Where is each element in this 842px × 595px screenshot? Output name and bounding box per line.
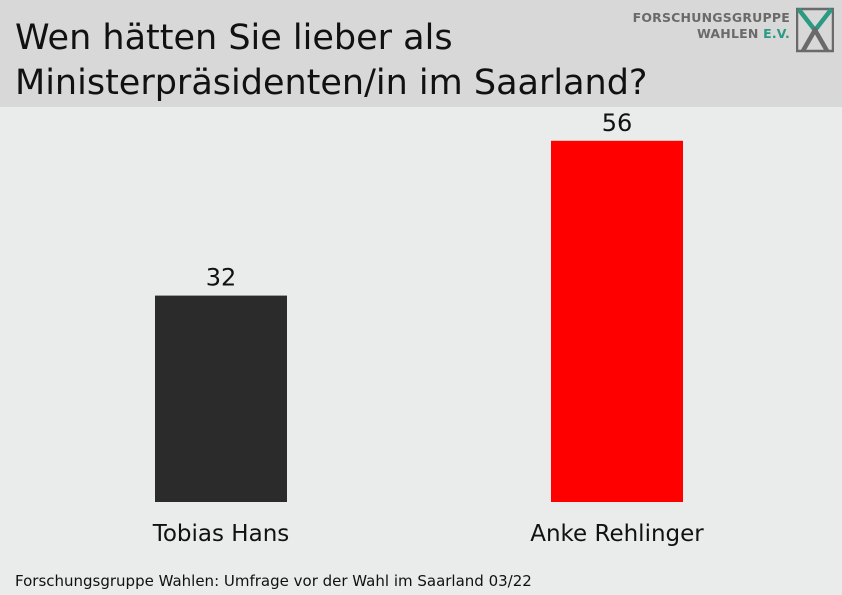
logo-line-2-suffix: E.V. — [763, 26, 790, 41]
logo-line-2-main: WAHLEN — [697, 26, 764, 41]
category-label-0: Tobias Hans — [152, 521, 290, 547]
data-label-1: 56 — [602, 109, 633, 137]
logo-line-2: WAHLEN E.V. — [633, 26, 790, 42]
title-line-2: Ministerpräsidenten/in im Saarland? — [15, 63, 648, 103]
ballot-x-logo-icon — [796, 7, 834, 53]
bar-0 — [155, 295, 287, 502]
logo: FORSCHUNGSGRUPPE WAHLEN E.V. — [633, 10, 790, 42]
header-band — [0, 0, 842, 107]
logo-line-1: FORSCHUNGSGRUPPE — [632, 10, 790, 25]
category-label-1: Anke Rehlinger — [530, 521, 704, 547]
data-label-0: 32 — [206, 264, 237, 292]
bar-1 — [551, 140, 683, 503]
bar-chart: 32 Tobias Hans 56 Anke Rehlinger — [152, 109, 705, 547]
chart-title: Wen hätten Sie lieber als Ministerpräsid… — [15, 16, 655, 106]
title-line-1: Wen hätten Sie lieber als — [15, 18, 453, 58]
source-note: Forschungsgruppe Wahlen: Umfrage vor der… — [15, 572, 532, 590]
